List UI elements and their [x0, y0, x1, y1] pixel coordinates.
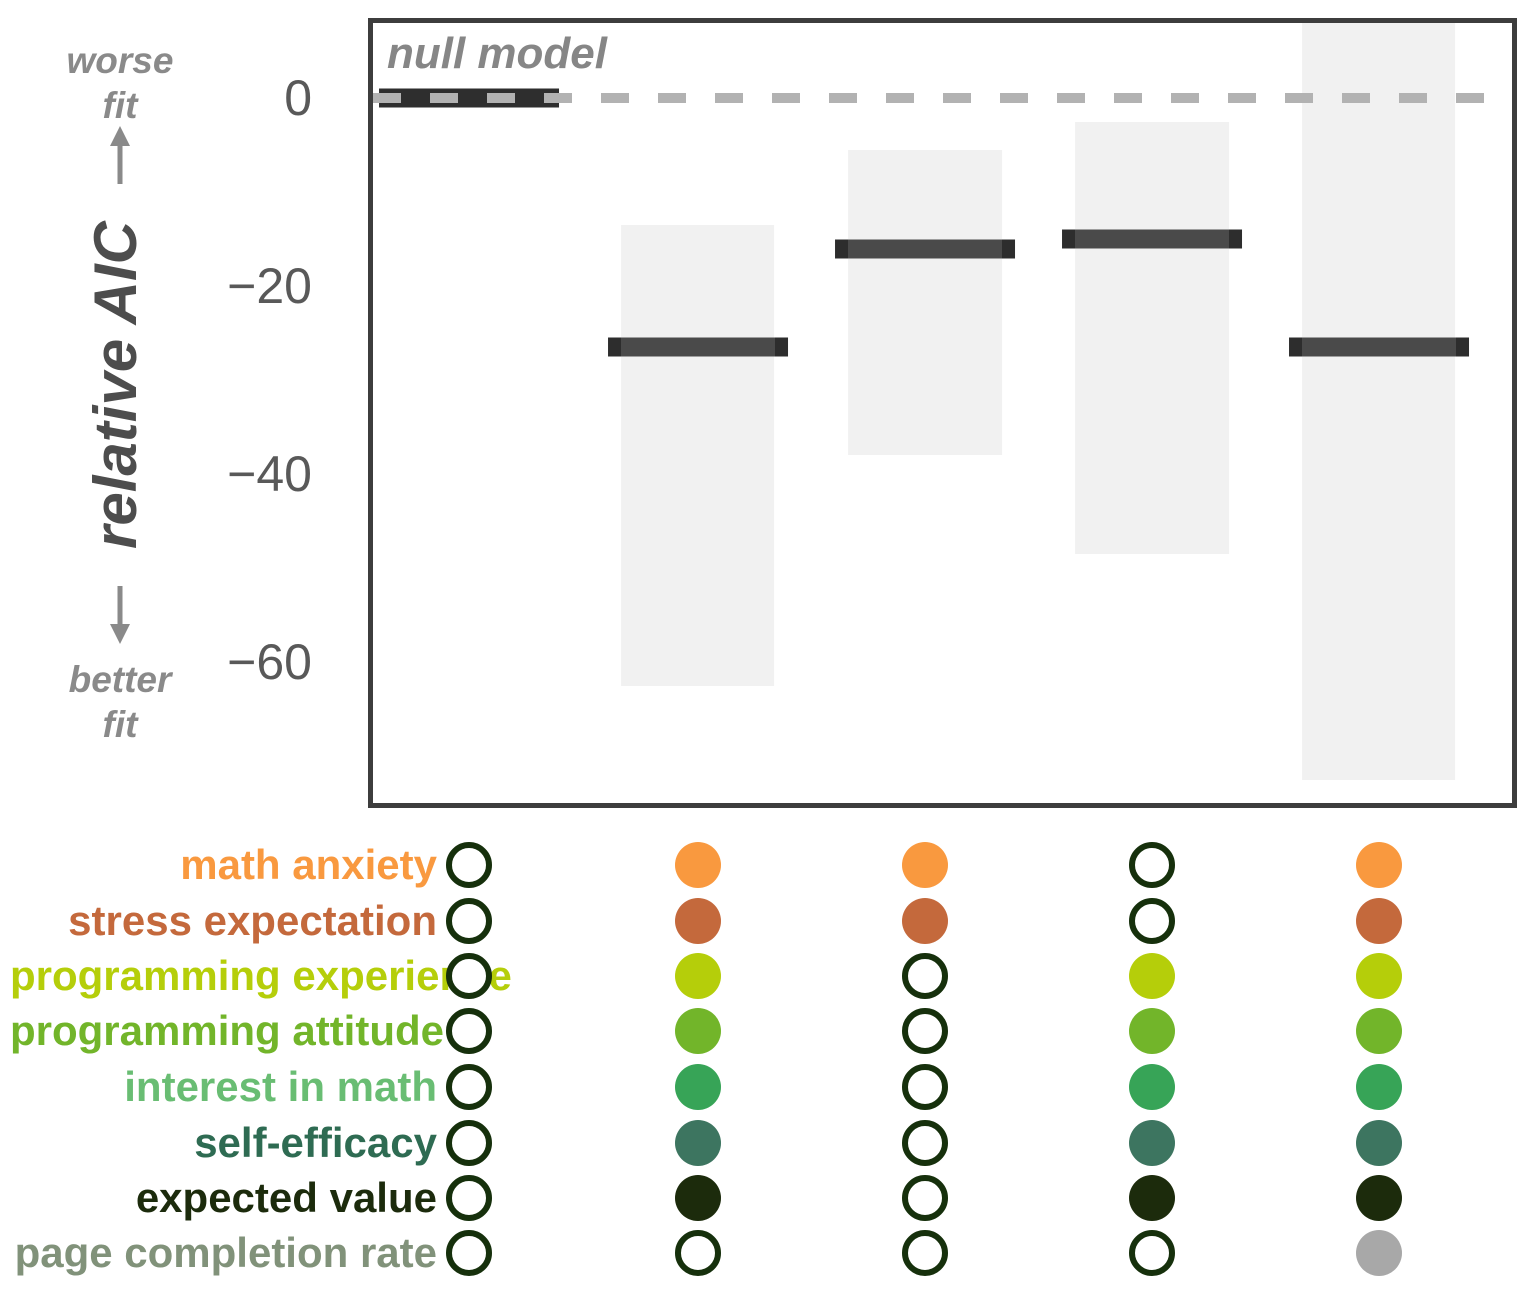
predictor-dot-empty: [446, 1230, 492, 1276]
y-tick-label: −60: [227, 634, 312, 691]
aic-bar-model-3: [835, 239, 1016, 259]
predictor-dot-empty: [1129, 1230, 1175, 1276]
aic-bar-model-5: [1288, 337, 1469, 357]
predictor-dot-filled: [675, 898, 721, 944]
predictor-dot-empty: [1129, 898, 1175, 944]
arrow-up-icon: [110, 126, 130, 184]
predictor-dot-empty: [902, 1175, 948, 1221]
better-fit-line1: better: [68, 659, 172, 700]
predictor-dot-empty: [675, 1230, 721, 1276]
predictor-dot-filled: [1356, 1008, 1402, 1054]
predictor-dot-empty: [446, 1064, 492, 1110]
predictor-dot-filled: [1356, 1120, 1402, 1166]
predictor-label: programming attitude: [10, 1007, 445, 1054]
predictor-dot-filled: [1356, 842, 1402, 888]
predictor-dot-filled: [1356, 1230, 1402, 1276]
predictor-dot-filled: [902, 898, 948, 944]
predictor-dot-empty: [1129, 842, 1175, 888]
predictor-label: page completion rate: [14, 1229, 437, 1276]
predictor-dot-filled: [1129, 953, 1175, 999]
null-model-dashed-line: [373, 93, 1512, 104]
worse-fit-line1: worse: [66, 40, 174, 81]
predictor-dot-filled: [902, 842, 948, 888]
predictor-dot-filled: [675, 1120, 721, 1166]
better-fit-line2: fit: [102, 704, 138, 746]
y-tick-label: −40: [227, 446, 312, 503]
predictor-label: interest in math: [124, 1063, 437, 1110]
predictor-dot-filled: [1129, 1175, 1175, 1221]
predictor-dot-empty: [902, 1008, 948, 1054]
predictor-dot-filled: [1129, 1008, 1175, 1054]
predictor-dot-filled: [675, 842, 721, 888]
arrow-down-icon: [110, 586, 130, 644]
predictor-label: stress expectation: [68, 897, 437, 944]
predictor-dot-empty: [902, 953, 948, 999]
predictor-dot-filled: [1356, 1064, 1402, 1110]
predictor-dot-filled: [675, 1064, 721, 1110]
y-tick-label: −20: [227, 258, 312, 315]
predictor-label: programming experience: [10, 952, 512, 999]
ci-rect-model-5: [1301, 23, 1456, 780]
predictor-dot-filled: [675, 1008, 721, 1054]
predictor-dot-empty: [902, 1230, 948, 1276]
aic-bar-model-2: [607, 337, 788, 357]
predictor-dot-empty: [446, 953, 492, 999]
plot-area: null model: [368, 18, 1517, 808]
predictor-dot-empty: [446, 1120, 492, 1166]
predictor-dot-filled: [1129, 1064, 1175, 1110]
aic-bar-model-4: [1062, 229, 1243, 249]
ci-rect-model-3: [848, 149, 1003, 456]
predictor-dot-empty: [446, 1175, 492, 1221]
predictor-dot-filled: [1356, 953, 1402, 999]
predictor-dot-filled: [1129, 1120, 1175, 1166]
predictor-label: self-efficacy: [194, 1119, 437, 1166]
predictor-dot-empty: [446, 1008, 492, 1054]
ci-rect-model-2: [620, 225, 775, 686]
null-model-label: null model: [387, 29, 607, 78]
worse-fit-label: worse fit: [40, 38, 200, 128]
predictor-dot-filled: [1356, 898, 1402, 944]
predictor-dot-filled: [675, 1175, 721, 1221]
predictor-label: expected value: [135, 1174, 437, 1221]
predictor-dot-empty: [446, 842, 492, 888]
predictor-dot-filled: [1356, 1175, 1402, 1221]
y-tick-label: 0: [284, 70, 312, 127]
better-fit-label: better fit: [40, 657, 200, 747]
ci-rect-model-4: [1075, 121, 1229, 554]
predictor-dot-empty: [446, 898, 492, 944]
predictor-dot-filled: [675, 953, 721, 999]
predictor-dot-empty: [902, 1120, 948, 1166]
predictor-dot-empty: [902, 1064, 948, 1110]
plot-inner: null model: [373, 23, 1512, 803]
worse-fit-line2: fit: [102, 85, 138, 127]
y-axis-title: relative AIC: [81, 221, 149, 549]
predictor-label: math anxiety: [180, 841, 437, 888]
